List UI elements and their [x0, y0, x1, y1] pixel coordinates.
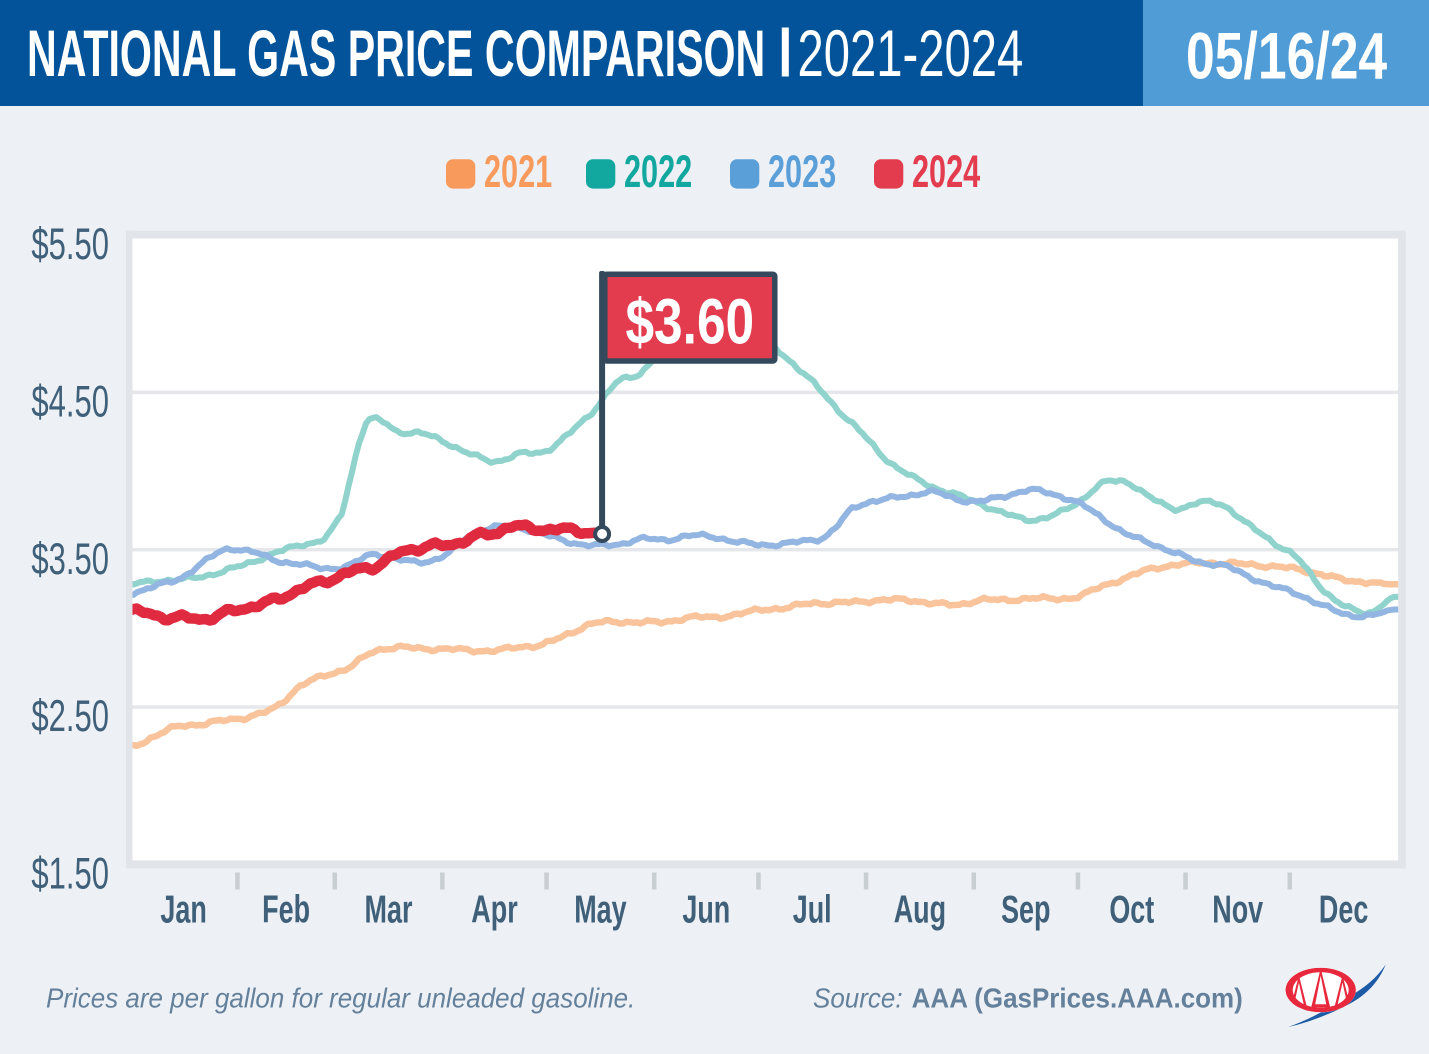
svg-text:Dec: Dec: [1319, 889, 1368, 932]
svg-text:2022: 2022: [624, 147, 692, 197]
svg-text:Source: AAA (GasPrices.AAA.com: Source: AAA (GasPrices.AAA.com): [813, 983, 1243, 1014]
svg-text:Jan: Jan: [160, 889, 206, 932]
svg-text:Oct: Oct: [1109, 889, 1154, 932]
svg-text:2021-2024: 2021-2024: [798, 17, 1024, 91]
svg-text:2023: 2023: [768, 147, 836, 197]
svg-text:Sep: Sep: [1001, 889, 1050, 932]
svg-text:NATIONAL GAS PRICE COMPARISON: NATIONAL GAS PRICE COMPARISON: [27, 16, 765, 90]
svg-text:Aug: Aug: [894, 889, 946, 932]
svg-text:05/16/24: 05/16/24: [1186, 18, 1387, 93]
svg-text:$1.50: $1.50: [31, 849, 109, 899]
svg-text:May: May: [574, 889, 627, 932]
svg-text:Mar: Mar: [365, 889, 413, 932]
svg-text:Jul: Jul: [793, 889, 832, 932]
svg-text:Feb: Feb: [262, 889, 310, 932]
svg-text:$2.50: $2.50: [31, 692, 109, 742]
svg-text:$3.50: $3.50: [31, 535, 109, 585]
svg-text:Jun: Jun: [682, 889, 730, 932]
svg-text:Nov: Nov: [1212, 889, 1263, 932]
svg-text:Apr: Apr: [471, 889, 517, 932]
svg-text:$5.50: $5.50: [31, 220, 109, 270]
svg-text:Prices are per gallon for regu: Prices are per gallon for regular unlead…: [46, 983, 635, 1014]
svg-text:$3.60: $3.60: [625, 286, 754, 358]
svg-text:2024: 2024: [912, 147, 981, 197]
svg-text:$4.50: $4.50: [31, 377, 109, 427]
svg-text:2021: 2021: [484, 147, 552, 197]
